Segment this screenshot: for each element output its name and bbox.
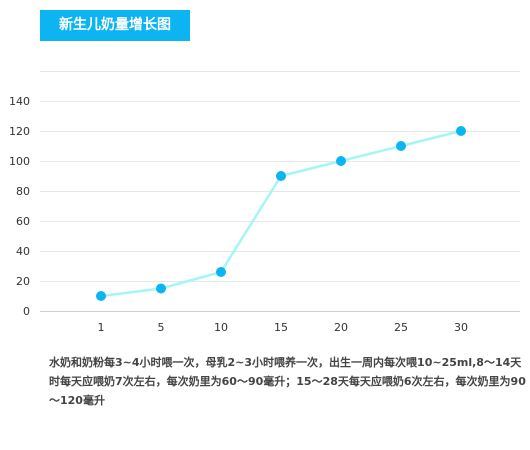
data-point <box>456 126 466 136</box>
y-tick-label: 40 <box>16 245 30 258</box>
y-tick-label: 120 <box>9 125 30 138</box>
y-axis-ticks: 0 20 40 60 80 100 120 140 <box>9 95 30 318</box>
x-tick-label: 1 <box>98 321 105 334</box>
data-point <box>396 141 406 151</box>
x-tick-label: 20 <box>334 321 348 334</box>
data-point <box>336 156 346 166</box>
y-tick-label: 80 <box>16 185 30 198</box>
grid-lines <box>40 71 520 312</box>
x-tick-label: 5 <box>158 321 165 334</box>
x-tick-label: 25 <box>394 321 408 334</box>
y-tick-label: 20 <box>16 275 30 288</box>
y-tick-label: 60 <box>16 215 30 228</box>
x-tick-label: 30 <box>454 321 468 334</box>
data-point <box>216 267 226 277</box>
y-tick-label: 0 <box>23 305 30 318</box>
data-point <box>96 291 106 301</box>
chart-title: 新生儿奶量增长图 <box>40 10 190 41</box>
x-tick-label: 10 <box>214 321 228 334</box>
x-axis-ticks: 1 5 10 15 20 25 30 <box>98 321 469 334</box>
series-layer <box>96 126 466 301</box>
series-line <box>100 129 462 298</box>
y-tick-label: 100 <box>9 155 30 168</box>
y-tick-label: 140 <box>9 95 30 108</box>
x-tick-label: 15 <box>274 321 288 334</box>
chart-caption: 水奶和奶粉每3~4小时喂一次，母乳2~3小时喂养一次，出生一周内每次喂10~25… <box>49 356 526 407</box>
data-point <box>156 283 166 294</box>
data-point <box>276 171 286 181</box>
